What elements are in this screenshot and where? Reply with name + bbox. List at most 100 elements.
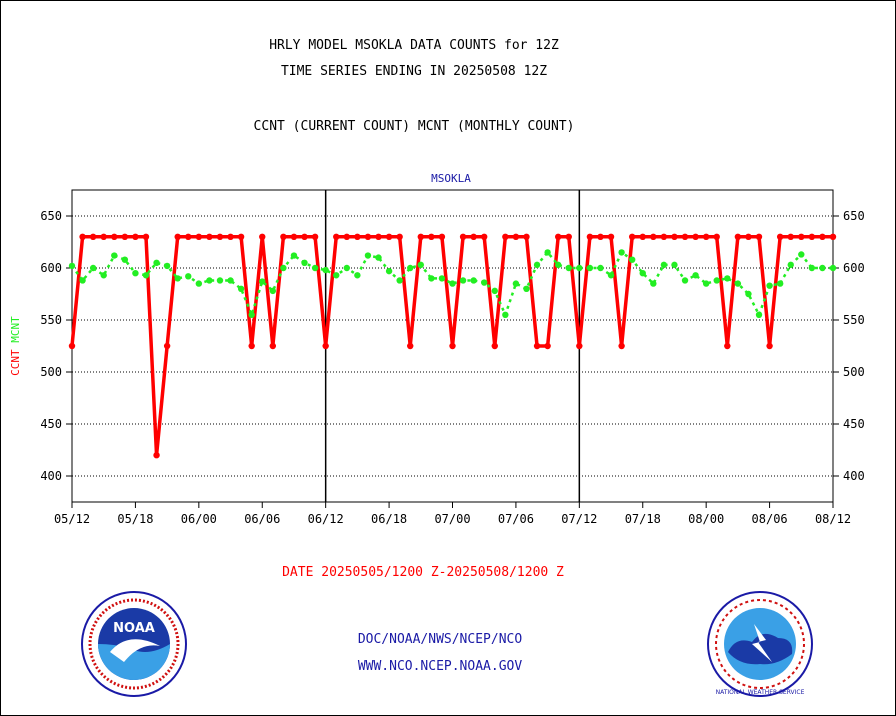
- data-point-ccnt: [259, 233, 266, 240]
- data-point-mcnt: [100, 272, 107, 279]
- data-point-mcnt: [787, 261, 794, 269]
- data-point-mcnt: [311, 264, 319, 272]
- data-point-mcnt: [185, 273, 192, 280]
- data-point-ccnt: [396, 233, 403, 240]
- data-point-mcnt: [459, 277, 467, 284]
- chart-title-line2: TIME SERIES ENDING IN 20250508 12Z: [280, 64, 548, 79]
- x-tick-label: 08/12: [815, 512, 851, 526]
- data-point-ccnt: [195, 233, 203, 240]
- x-tick-label: 05/12: [54, 512, 90, 526]
- data-point-mcnt: [724, 275, 731, 282]
- data-point-ccnt: [132, 233, 139, 240]
- chart-title-line1: HRLY MODEL MSOKLA DATA COUNTS for 12Z: [269, 38, 559, 53]
- data-point-ccnt: [755, 233, 763, 240]
- data-point-ccnt: [681, 233, 689, 240]
- data-point-mcnt: [174, 275, 181, 282]
- data-point-ccnt: [111, 233, 118, 240]
- data-point-mcnt: [417, 261, 424, 269]
- y-tick-label-right: 650: [843, 209, 865, 223]
- nws-logo: NATIONAL WEATHER SERVICE: [707, 591, 813, 697]
- data-point-mcnt: [322, 266, 329, 274]
- y-tick-label-right: 550: [843, 313, 865, 327]
- data-point-mcnt: [597, 264, 604, 272]
- data-point-mcnt: [512, 280, 520, 287]
- y-axis-label-mcnt: MCNT: [9, 316, 22, 349]
- data-point-ccnt: [491, 342, 498, 350]
- x-tick-label: 06/12: [308, 512, 344, 526]
- y-tick-label-left: 550: [40, 313, 62, 327]
- data-point-mcnt: [269, 287, 277, 295]
- y-tick-label-right: 450: [843, 417, 865, 431]
- data-point-mcnt: [301, 259, 308, 266]
- data-point-mcnt: [142, 272, 150, 279]
- data-point-ccnt: [576, 342, 583, 350]
- data-point-mcnt: [216, 277, 224, 284]
- data-point-ccnt: [713, 233, 720, 240]
- data-point-mcnt: [227, 277, 234, 284]
- station-label: MSOKLA: [431, 172, 471, 185]
- data-point-ccnt: [385, 233, 393, 240]
- data-point-mcnt: [702, 280, 710, 287]
- data-point-ccnt: [544, 342, 551, 350]
- data-point-mcnt: [79, 277, 86, 284]
- data-point-ccnt: [702, 233, 710, 240]
- data-point-mcnt: [776, 280, 784, 287]
- website-link[interactable]: WWW.NCO.NCEP.NOAA.GOV: [357, 659, 523, 674]
- y-tick-label-left: 400: [40, 469, 62, 483]
- doc-link[interactable]: DOC/NOAA/NWS/NCEP/NCO: [357, 632, 523, 647]
- data-point-mcnt: [618, 249, 625, 256]
- data-point-ccnt: [449, 342, 456, 350]
- data-point-ccnt: [121, 233, 129, 240]
- data-point-mcnt: [650, 280, 657, 287]
- data-point-ccnt: [470, 233, 477, 240]
- data-point-ccnt: [639, 233, 646, 240]
- y-tick-label-left: 450: [40, 417, 62, 431]
- data-point-mcnt: [385, 267, 393, 275]
- x-tick-label: 07/12: [561, 512, 597, 526]
- data-point-ccnt: [533, 342, 541, 350]
- data-point-ccnt: [692, 233, 699, 240]
- data-point-mcnt: [195, 280, 203, 287]
- data-point-ccnt: [216, 233, 224, 240]
- data-point-ccnt: [417, 233, 424, 240]
- data-point-mcnt: [132, 270, 139, 277]
- data-point-ccnt: [628, 233, 636, 240]
- y-tick-label-right: 500: [843, 365, 865, 379]
- data-point-mcnt: [111, 252, 118, 259]
- data-point-mcnt: [206, 277, 213, 284]
- x-tick-label: 06/00: [181, 512, 217, 526]
- data-point-mcnt: [375, 254, 382, 261]
- data-point-mcnt: [734, 280, 742, 287]
- data-point-ccnt: [89, 233, 97, 240]
- data-point-ccnt: [79, 233, 86, 240]
- data-point-mcnt: [354, 272, 361, 279]
- data-point-ccnt: [311, 233, 319, 240]
- data-point-ccnt: [787, 233, 794, 240]
- data-point-ccnt: [618, 342, 625, 350]
- data-point-mcnt: [290, 252, 298, 259]
- data-point-ccnt: [153, 452, 160, 459]
- data-point-mcnt: [407, 264, 414, 272]
- y-tick-label-right: 400: [843, 469, 865, 483]
- data-point-ccnt: [185, 233, 192, 240]
- data-point-ccnt: [354, 233, 361, 240]
- data-point-ccnt: [322, 342, 329, 350]
- data-point-ccnt: [523, 233, 530, 240]
- data-point-ccnt: [428, 233, 435, 240]
- data-point-ccnt: [766, 342, 773, 350]
- data-point-ccnt: [364, 233, 372, 240]
- data-point-ccnt: [163, 342, 171, 350]
- data-point-ccnt: [502, 233, 509, 240]
- data-point-mcnt: [523, 285, 530, 292]
- data-point-ccnt: [459, 233, 467, 240]
- data-point-ccnt: [280, 233, 287, 240]
- data-point-ccnt: [333, 233, 340, 240]
- nws-logo-text: NATIONAL WEATHER SERVICE: [716, 689, 805, 696]
- data-point-ccnt: [407, 342, 414, 350]
- data-point-mcnt: [755, 311, 763, 318]
- data-point-ccnt: [142, 233, 150, 240]
- data-point-mcnt: [713, 277, 720, 284]
- y-axis-label-ccnt: CCNT: [9, 349, 22, 376]
- data-point-ccnt: [671, 233, 678, 240]
